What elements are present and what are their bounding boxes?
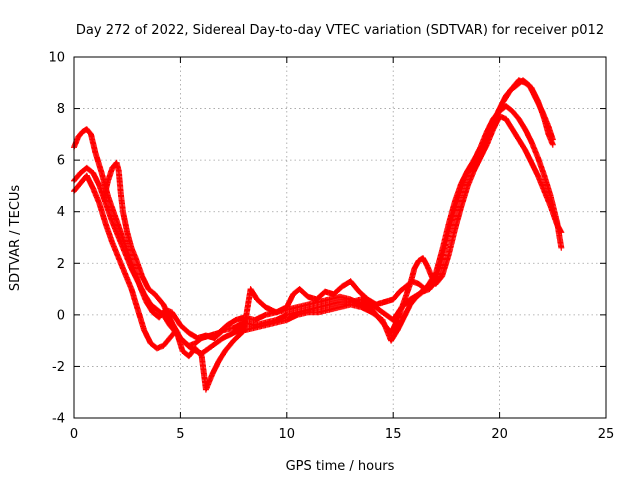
y-tick-label: 4 [57,205,65,220]
x-tick-label: 5 [176,427,184,442]
grid [74,57,606,418]
y-tick-label: -2 [52,360,65,375]
axis-ticks: 0 5 10 15 20 25 -4 -2 0 2 4 6 8 10 [48,51,614,443]
y-tick-label: -4 [52,412,65,427]
y-tick-label: 0 [57,308,65,323]
x-tick-label: 15 [385,427,402,442]
x-tick-label: 20 [491,427,508,442]
x-axis-label: GPS time / hours [286,459,395,474]
y-axis-label: SDTVAR / TECUs [8,185,23,292]
series-trace-e [500,77,556,143]
x-tick-label: 25 [598,427,615,442]
y-tick-label: 10 [48,51,65,66]
y-tick-label: 6 [57,154,65,169]
y-tick-label: 8 [57,102,65,117]
data-series [71,77,565,393]
series-trace-c [71,103,565,393]
x-tick-label: 0 [70,427,78,442]
plot-frame [73,56,607,419]
y-tick-label: 2 [57,257,65,272]
x-tick-label: 10 [279,427,296,442]
series-trace-d [100,159,441,357]
chart-title: Day 272 of 2022, Sidereal Day-to-day VTE… [76,23,604,38]
